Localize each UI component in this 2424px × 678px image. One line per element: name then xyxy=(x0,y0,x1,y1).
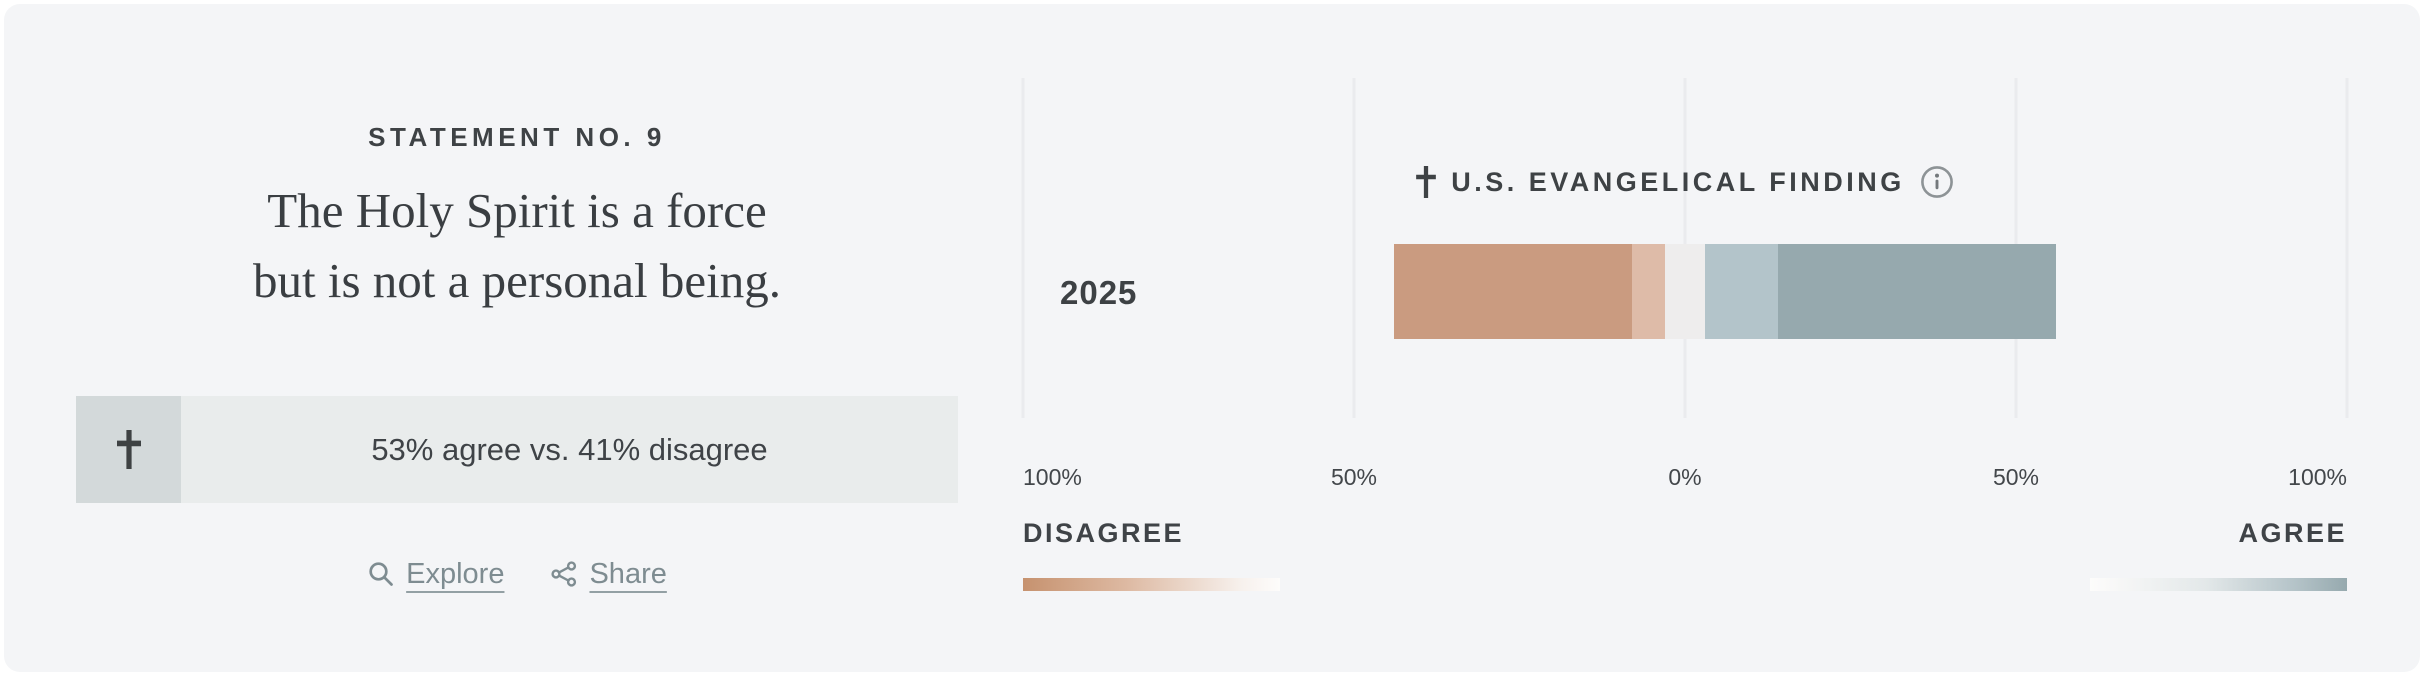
cross-icon xyxy=(116,430,141,469)
explore-link-label: Explore xyxy=(406,557,505,590)
statement-line-1: The Holy Spirit is a force xyxy=(267,183,767,238)
bar-segment-not-sure[interactable] xyxy=(1665,244,1705,339)
statement-line-2: but is not a personal being. xyxy=(252,253,782,308)
search-icon xyxy=(367,560,395,588)
bar-segment-strongly-agree[interactable] xyxy=(1777,244,2056,339)
explore-link[interactable]: Explore xyxy=(367,558,504,591)
finding-bar xyxy=(1023,244,2347,339)
share-icon xyxy=(550,560,578,588)
tick-right-100: 100% xyxy=(2288,464,2347,490)
legend-disagree-label: DISAGREE xyxy=(1023,518,1185,548)
axis-ticks: 100% 50% 0% 50% 100% xyxy=(1023,464,2347,492)
disagree-gradient-bar xyxy=(1023,578,1280,591)
gridline-left-50 xyxy=(1352,78,1356,418)
statement-number-label: STATEMENT NO. 9 xyxy=(368,122,666,152)
bar-segment-somewhat-agree[interactable] xyxy=(1704,244,1778,339)
share-link-label: Share xyxy=(589,557,667,590)
legend-agree-label: AGREE xyxy=(2238,518,2347,548)
tick-left-50: 50% xyxy=(1330,464,1378,490)
bar-segment-strongly-disagree[interactable] xyxy=(1393,244,1633,339)
cross-icon-box xyxy=(76,396,181,503)
tick-zero: 0% xyxy=(1668,464,1702,490)
statement-text: The Holy Spirit is a force but is not a … xyxy=(46,176,988,316)
finding-chart: U.S. EVANGELICAL FINDING 2025 xyxy=(1021,78,2349,418)
bar-segment-somewhat-disagree[interactable] xyxy=(1632,244,1666,339)
share-link[interactable]: Share xyxy=(550,557,667,591)
year-label: 2025 xyxy=(1060,274,1138,311)
chart-title: U.S. EVANGELICAL FINDING xyxy=(1451,166,1905,197)
tick-right-50: 50% xyxy=(1992,464,2040,490)
info-icon[interactable] xyxy=(1920,165,1954,199)
gridline-right-100 xyxy=(2345,78,2349,418)
statement-actions: Explore Share xyxy=(76,551,958,597)
finding-summary-box: 53% agree vs. 41% disagree xyxy=(76,396,958,503)
gridline-left-100 xyxy=(1021,78,1025,418)
finding-summary-text: 53% agree vs. 41% disagree xyxy=(181,396,958,503)
tick-left-100: 100% xyxy=(1023,464,1082,490)
agree-gradient-bar xyxy=(2090,578,2347,591)
cross-icon-small xyxy=(1416,166,1437,198)
chart-header: U.S. EVANGELICAL FINDING xyxy=(1023,162,2347,202)
